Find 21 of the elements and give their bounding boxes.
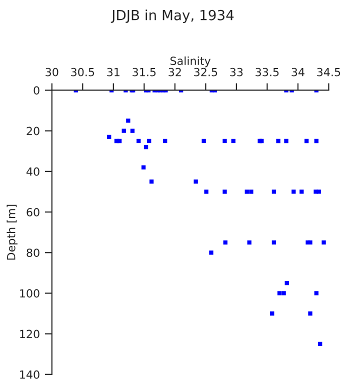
x-tick-label: 33 <box>230 68 243 76</box>
x-tick-label: 34.5 <box>317 68 340 76</box>
x-tick-label: 32 <box>168 68 181 76</box>
x-tick-label: 30 <box>46 68 58 76</box>
x-tick-label: 34 <box>292 68 304 76</box>
y-tick-label: 80 <box>26 248 40 257</box>
y-tick-label: 40 <box>26 167 40 176</box>
y-tick-label: 20 <box>26 126 40 136</box>
y-tick-label: 140 <box>20 370 40 379</box>
y-tick-label: 120 <box>20 330 40 338</box>
y-tick-label: 60 <box>26 208 40 216</box>
x-tick-label: 31 <box>107 68 120 76</box>
y-tick-label: 100 <box>20 289 40 298</box>
x-tick-label: 31.5 <box>132 68 156 76</box>
y-tick-label: 0 <box>34 86 40 95</box>
x-tick-label: 32.5 <box>194 68 218 76</box>
x-axis-title: Salinity <box>170 56 211 68</box>
x-tick-label: 33.5 <box>256 68 279 76</box>
chart-title: JDJB in May, 1934 <box>110 10 234 24</box>
x-tick-label: 30.5 <box>71 68 94 76</box>
y-axis-title: Depth [m] <box>6 204 18 260</box>
